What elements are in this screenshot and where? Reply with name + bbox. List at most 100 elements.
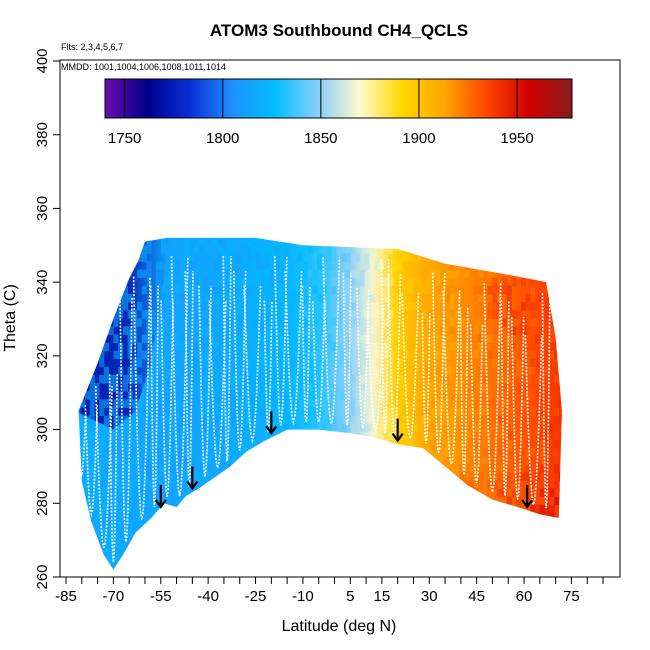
ch4-cell: [464, 245, 470, 254]
ch4-cell: [369, 439, 375, 449]
ch4-cell: [321, 342, 327, 352]
ch4-cell: [298, 334, 304, 343]
ch4-cell: [492, 529, 498, 538]
ch4-cell: [564, 237, 569, 246]
ch4-cell: [265, 253, 271, 262]
ch4-cell: [506, 431, 512, 441]
ch4-cell: [269, 512, 275, 522]
ch4-cell: [179, 407, 185, 416]
ch4-cell: [350, 285, 356, 295]
ch4-cell: [203, 423, 209, 433]
ch4-cell: [511, 245, 517, 254]
ch4-cell: [165, 253, 171, 262]
ch4-cell: [227, 439, 233, 449]
ch4-cell: [350, 261, 356, 270]
ch4-cell: [108, 553, 114, 562]
ch4-cell: [175, 423, 181, 433]
ch4-cell: [298, 358, 304, 368]
ch4-cell: [392, 245, 398, 254]
ch4-cell: [497, 512, 503, 522]
ch4-cell: [279, 431, 285, 441]
ch4-cell: [430, 253, 436, 262]
ch4-cell: [331, 253, 337, 262]
ch4-cell: [506, 472, 512, 481]
ch4-cell: [189, 261, 195, 270]
ch4-cell: [321, 521, 327, 530]
ch4-cell: [288, 383, 294, 392]
ch4-cell: [274, 261, 280, 270]
x-tick-label: 45: [468, 588, 485, 605]
ch4-cell: [359, 261, 365, 270]
ch4-cell: [99, 334, 105, 343]
ch4-cell: [151, 318, 157, 327]
ch4-cell: [411, 456, 417, 465]
ch4-cell: [530, 561, 536, 570]
ch4-cell: [478, 229, 483, 238]
ch4-cell: [397, 415, 403, 425]
ch4-cell: [78, 350, 81, 360]
ch4-cell: [421, 253, 427, 262]
ch4-cell: [549, 269, 555, 279]
ch4-cell: [501, 439, 507, 449]
ch4-cell: [99, 350, 105, 360]
ch4-cell: [260, 448, 266, 457]
ch4-cell: [222, 237, 228, 246]
ch4-cell: [355, 496, 361, 506]
ch4-cell: [402, 472, 408, 481]
ch4-cell: [359, 456, 365, 465]
ch4-cell: [122, 237, 128, 246]
ch4-cell: [189, 293, 195, 303]
ch4-cell: [317, 229, 322, 238]
ch4-cell: [564, 229, 569, 238]
ch4-cell: [217, 464, 223, 473]
ch4-cell: [170, 472, 176, 481]
ch4-cell: [392, 407, 398, 416]
ch4-cell: [189, 545, 195, 554]
ch4-cell: [156, 318, 162, 327]
ch4-cell: [203, 512, 209, 522]
ch4-cell: [179, 261, 185, 270]
ch4-cell: [535, 512, 541, 522]
ch4-cell: [525, 553, 531, 562]
ch4-cell: [483, 391, 489, 400]
ch4-cell: [151, 512, 157, 522]
ch4-cell: [241, 448, 247, 457]
ch4-cell: [260, 472, 266, 481]
ch4-cell: [255, 358, 261, 368]
ch4-cell: [459, 431, 465, 441]
ch4-cell: [89, 553, 95, 562]
y-tick-label: 300: [34, 417, 51, 442]
ch4-cell: [217, 504, 223, 514]
ch4-cell: [445, 318, 451, 327]
ch4-cell: [251, 229, 256, 238]
ch4-cell: [175, 448, 181, 457]
ch4-cell: [241, 253, 247, 262]
ch4-cell: [94, 439, 100, 449]
ch4-cell: [411, 293, 417, 303]
ch4-cell: [454, 277, 460, 287]
ch4-cell: [307, 383, 313, 392]
ch4-cell: [293, 318, 299, 327]
ch4-cell: [544, 529, 550, 538]
ch4-cell: [454, 561, 460, 570]
ch4-cell: [525, 253, 531, 262]
ch4-cell: [260, 342, 266, 352]
ch4-cell: [274, 480, 280, 489]
ch4-cell: [160, 326, 166, 335]
ch4-cell: [212, 285, 218, 295]
ch4-cell: [544, 310, 550, 319]
ch4-cell: [564, 464, 569, 473]
ch4-cell: [279, 472, 285, 481]
ch4-cell: [80, 431, 86, 441]
ch4-cell: [359, 350, 365, 360]
flight-track: [198, 285, 212, 477]
ch4-cell: [122, 553, 128, 562]
ch4-cell: [203, 391, 209, 400]
ch4-cell: [198, 334, 204, 343]
ch4-cell: [544, 391, 550, 400]
ch4-cell: [426, 512, 432, 522]
ch4-cell: [122, 253, 128, 262]
ch4-cell: [430, 383, 436, 392]
ch4-cell: [487, 480, 493, 489]
